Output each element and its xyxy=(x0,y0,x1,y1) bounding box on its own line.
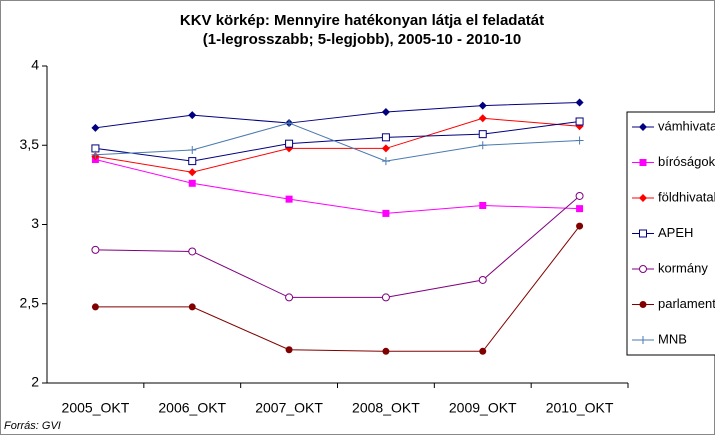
marker xyxy=(382,347,390,355)
x-tick-label: 2007_OKT xyxy=(255,400,323,416)
legend-label: bíróságok xyxy=(658,154,715,169)
marker xyxy=(639,123,647,131)
marker xyxy=(382,209,390,217)
x-tick-label: 2005_OKT xyxy=(62,400,130,416)
legend-label: parlament xyxy=(658,296,715,311)
marker xyxy=(188,179,196,187)
series-line xyxy=(95,117,580,173)
marker xyxy=(188,111,197,120)
legend-label: vámhivatal xyxy=(658,118,715,133)
x-tick-label: 2006_OKT xyxy=(158,400,226,416)
marker xyxy=(478,101,487,110)
marker xyxy=(188,146,197,155)
x-tick-label: 2009_OKT xyxy=(449,400,517,416)
marker xyxy=(576,222,584,230)
marker xyxy=(576,205,584,213)
marker xyxy=(188,168,197,177)
marker xyxy=(575,191,584,200)
marker xyxy=(91,303,99,311)
marker xyxy=(575,98,584,107)
marker xyxy=(478,275,487,284)
marker xyxy=(575,136,584,145)
series-line xyxy=(95,159,580,214)
marker xyxy=(188,303,196,311)
marker xyxy=(188,247,197,256)
legend-label: MNB xyxy=(658,331,687,346)
series-line xyxy=(95,101,580,129)
y-tick-label: 2,5 xyxy=(20,294,40,310)
marker xyxy=(639,229,647,238)
chart-title: KKV körkép: Mennyire hatékonyan látja el… xyxy=(180,12,544,29)
legend-label: APEH xyxy=(658,225,693,240)
marker xyxy=(91,150,100,159)
legend-label: földhivatalok xyxy=(658,189,715,204)
marker xyxy=(285,346,293,354)
series-line xyxy=(95,122,580,162)
y-tick-label: 2 xyxy=(31,374,39,390)
marker xyxy=(479,347,487,355)
series-line xyxy=(95,120,580,162)
marker xyxy=(285,195,293,203)
chart-title: (1-legrosszabb; 5-legjobb), 2005-10 - 20… xyxy=(203,31,521,48)
legend-label: kormány xyxy=(658,260,708,275)
marker xyxy=(639,194,647,202)
marker xyxy=(188,157,197,166)
marker xyxy=(478,130,487,139)
series-line xyxy=(95,225,580,352)
marker xyxy=(91,245,100,254)
marker xyxy=(381,107,390,116)
x-tick-label: 2010_OKT xyxy=(546,400,614,416)
marker xyxy=(575,117,584,126)
y-tick-label: 4 xyxy=(31,57,39,73)
marker xyxy=(381,157,390,166)
marker xyxy=(381,133,390,142)
marker xyxy=(285,119,294,128)
marker xyxy=(479,201,487,209)
x-tick-label: 2008_OKT xyxy=(352,400,420,416)
marker xyxy=(478,141,487,150)
series-line xyxy=(95,195,580,298)
marker xyxy=(639,336,647,344)
marker xyxy=(91,123,100,132)
marker xyxy=(639,265,647,273)
marker xyxy=(381,144,390,153)
marker xyxy=(639,301,647,308)
marker xyxy=(381,293,390,302)
y-tick-label: 3,5 xyxy=(20,136,40,152)
marker xyxy=(478,114,487,123)
source-note: Forrás: GVI xyxy=(4,420,61,432)
y-tick-label: 3 xyxy=(31,215,39,231)
marker xyxy=(639,159,647,166)
marker xyxy=(285,139,294,148)
marker xyxy=(285,293,294,302)
